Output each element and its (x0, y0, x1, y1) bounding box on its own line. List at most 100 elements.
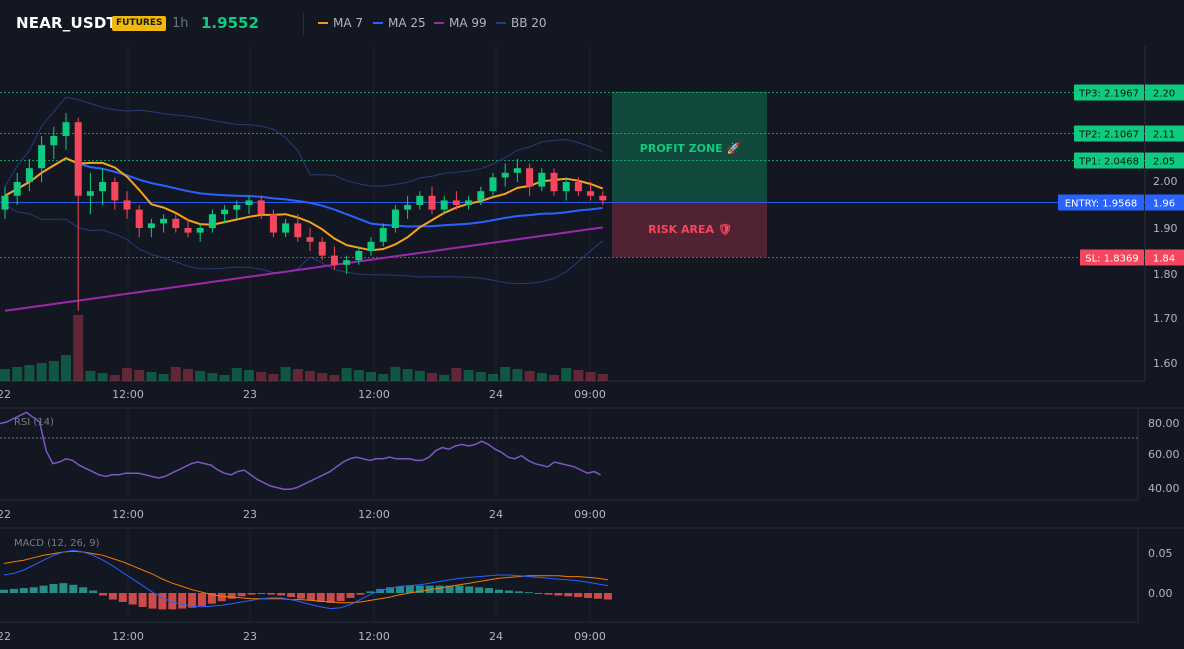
volume-bar (488, 374, 498, 381)
symbol-name[interactable]: NEAR_USDT (16, 14, 117, 32)
legend-bb20-label: BB 20 (511, 16, 547, 30)
candle-body (306, 237, 314, 242)
volume-bar (109, 375, 120, 381)
ma25-line (4, 157, 603, 228)
price-axis-label: 1.90 (1153, 222, 1178, 235)
price-axis-label: 1.60 (1153, 357, 1178, 370)
macd-histogram-bar (188, 593, 197, 608)
candle-body (135, 209, 143, 228)
volume-bar (549, 375, 559, 381)
macd-line (3, 549, 608, 610)
candle-body (221, 209, 229, 215)
candle-body (440, 200, 448, 210)
macd-histogram-bar (227, 593, 236, 599)
time-axis-label: 23 (243, 508, 257, 521)
macd-histogram-bar (198, 593, 206, 607)
timeframe-label[interactable]: 1h (172, 16, 189, 31)
volume-bar (244, 370, 254, 381)
volume-bar (207, 373, 218, 381)
risk-zone-label: RISK AREA 🛡 (648, 223, 732, 236)
macd-histogram-bar (306, 593, 315, 601)
macd-histogram-bar (138, 593, 147, 607)
macd-histogram-bar (9, 588, 18, 593)
price-axis-label: 2.00 (1153, 175, 1178, 188)
legend-ma99-label: MA 99 (449, 16, 487, 30)
macd-histogram-bar (217, 593, 226, 602)
legend-ma25[interactable]: MA 25 (373, 16, 426, 30)
candle-body (550, 172, 558, 192)
rsi-axis-label: 60.00 (1148, 448, 1180, 461)
candle-body (147, 223, 155, 228)
volume-bar (524, 371, 535, 381)
bb-upper-line (4, 96, 603, 187)
volume-bar (195, 371, 206, 381)
time-axis-label: 23 (243, 388, 257, 401)
candle-body (172, 218, 180, 228)
macd-histogram-bar (455, 585, 464, 593)
candle-body (501, 172, 509, 178)
rsi-axis-label: 40.00 (1148, 482, 1180, 495)
macd-histogram-bar (564, 593, 573, 597)
macd-label: MACD (12, 26, 9) (14, 538, 100, 549)
legend-ma99[interactable]: MA 99 (434, 16, 487, 30)
profit-zone-label: PROFIT ZONE 🚀 (640, 142, 741, 155)
volume-bar (280, 367, 291, 381)
volume-bar (97, 373, 108, 381)
volume-bar (317, 373, 328, 381)
volume-bar (12, 367, 23, 381)
level-axis-tag-tp1 (1145, 152, 1184, 169)
macd-histogram-bar (366, 591, 375, 593)
candle-body (123, 200, 131, 210)
candle-body (25, 168, 33, 182)
volume-bar (341, 368, 352, 381)
legend-bb20[interactable]: BB 20 (496, 16, 547, 30)
macd-histogram-bar (237, 593, 246, 597)
macd-histogram-bar (49, 583, 58, 593)
macd-axis-label: 0.00 (1148, 587, 1173, 600)
candle-body (1, 195, 9, 210)
volume-bar (24, 365, 35, 381)
candle-body (391, 209, 399, 228)
time-axis-label: 09:00 (574, 508, 606, 521)
macd-histogram-bar (148, 593, 157, 609)
macd-histogram-bar (39, 585, 48, 593)
risk-zone (612, 201, 767, 258)
volume-bar (268, 374, 279, 381)
level-axis-value-entry: 1.96 (1153, 199, 1175, 210)
macd-histogram-bar (247, 593, 256, 595)
candle-body (245, 200, 253, 205)
level-label-entry: ENTRY: 1.9568 (1065, 199, 1138, 210)
time-axis-label: 24 (489, 388, 503, 401)
legend-ma7[interactable]: MA 7 (318, 16, 363, 30)
macd-histogram-bar (297, 593, 305, 599)
volume-bar (183, 369, 193, 381)
time-axis-label: 22 (0, 388, 11, 401)
candle-body (513, 168, 521, 173)
volume-bar (146, 372, 157, 381)
volume-bar (36, 363, 47, 381)
candle-body (282, 223, 290, 233)
candle-body (465, 200, 473, 205)
time-axis-label: 24 (489, 630, 503, 643)
macd-histogram-bar (405, 585, 414, 593)
macd-histogram-bar (415, 585, 424, 593)
time-axis-label: 12:00 (358, 508, 390, 521)
price-axis-label: 1.70 (1153, 312, 1178, 325)
volume-bar (158, 374, 169, 381)
macd-histogram-bar (89, 590, 98, 593)
macd-histogram-bar (168, 593, 177, 610)
volume-bar (61, 355, 71, 381)
volume-bar (219, 375, 230, 381)
macd-histogram-bar (69, 584, 78, 593)
candle-body (13, 182, 21, 196)
time-axis-label: 22 (0, 630, 11, 643)
volume-bar (402, 369, 413, 381)
volume-bar (536, 373, 547, 381)
level-label-tp1: TP1: 2.0468 (1078, 157, 1139, 168)
macd-histogram-bar (534, 593, 543, 594)
macd-histogram-bar (158, 593, 167, 610)
macd-histogram-bar (524, 592, 533, 594)
volume-bar (378, 374, 389, 381)
candle-body (330, 255, 338, 265)
